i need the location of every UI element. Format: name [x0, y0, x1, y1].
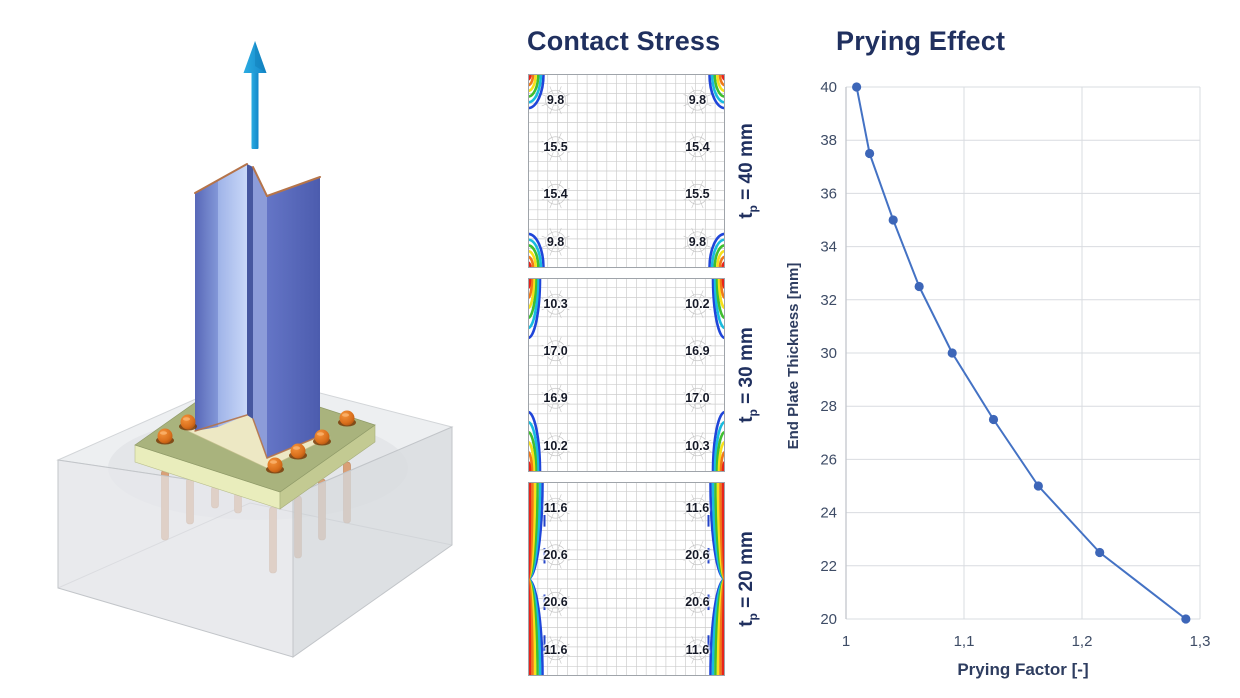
stress-value: 15.4: [543, 187, 568, 202]
bolt-head: [179, 414, 197, 431]
column-right-flange-face: [267, 177, 320, 458]
stress-value: 9.8: [546, 234, 565, 249]
plot-side-label: tp = 30 mm: [736, 327, 760, 423]
column-left-flange-edge: [195, 180, 218, 431]
data-point-marker: [1095, 547, 1105, 558]
stress-value: 9.8: [546, 93, 565, 108]
stress-value: 17.0: [543, 343, 568, 358]
data-point-marker: [852, 82, 862, 92]
fem-mesh: [528, 278, 725, 472]
stress-value: 20.6: [543, 595, 568, 610]
stress-value: 20.6: [685, 547, 710, 562]
y-tick-label: 32: [820, 292, 837, 309]
y-tick-label: 22: [820, 558, 837, 575]
up-arrow-icon: [243, 41, 267, 149]
y-tick-label: 24: [820, 505, 837, 522]
y-tick-label: 20: [820, 611, 837, 628]
contact-stress-title: Contact Stress: [527, 26, 721, 56]
anchor-bolt-heads: [156, 410, 356, 474]
contact-stress-plot: 11.6 11.6 20.6 20.6 20.6 20.6 11.6 11.6: [528, 482, 725, 676]
stress-value: 11.6: [543, 501, 568, 516]
x-tick-label: 1,2: [1072, 633, 1093, 650]
prying-effect-chart: 20 22 24 26 28 30 32 34 36 38 40 1 1,1 1,2 1,3: [820, 79, 1211, 650]
bolt-head: [156, 428, 174, 445]
y-tick-label: 28: [820, 398, 837, 415]
stress-value: 20.6: [543, 547, 568, 562]
stress-value: 10.2: [685, 297, 710, 312]
stress-value: 17.0: [685, 391, 710, 406]
steel-column: [194, 163, 321, 459]
y-tick-label: 34: [820, 239, 837, 256]
stress-value: 11.6: [685, 501, 710, 516]
stress-value: 20.6: [685, 595, 710, 610]
y-tick-label: 30: [820, 345, 837, 362]
data-point-marker: [988, 414, 999, 425]
bolt-head: [289, 443, 307, 460]
contact-stress-plot: 9.8 9.8 15.5 15.4 15.4 15.5 9.8 9.8: [528, 74, 725, 268]
y-tick-label: 26: [820, 451, 837, 468]
concrete-right-face: [292, 426, 453, 658]
stress-value: 10.2: [543, 438, 568, 453]
data-point-marker: [888, 215, 898, 225]
chart-x-axis-label: Prying Factor [-]: [957, 660, 1089, 679]
fem-mesh: [528, 74, 725, 268]
stress-value: 15.4: [685, 139, 710, 154]
stress-value: 11.6: [685, 642, 710, 657]
stress-value: 16.9: [685, 343, 710, 358]
x-tick-label: 1: [842, 633, 850, 650]
y-tick-label: 40: [820, 79, 837, 96]
y-tick-label: 36: [820, 185, 837, 202]
y-tick-label: 38: [820, 132, 837, 149]
stress-value: 10.3: [685, 438, 710, 453]
prying-effect-title: Prying Effect: [836, 26, 1006, 56]
plot-side-label: tp = 20 mm: [736, 531, 760, 627]
stress-value: 9.8: [688, 234, 707, 249]
x-tick-label: 1,1: [954, 633, 975, 650]
column-inner-flange-face: [253, 167, 267, 458]
bolt-head: [338, 410, 356, 427]
stress-value: 11.6: [543, 642, 568, 657]
column-base-3d-illustration: [56, 41, 454, 658]
stress-value: 9.8: [688, 93, 707, 108]
stress-value: 10.3: [543, 297, 568, 312]
column-web-face: [218, 164, 247, 427]
bolt-head: [266, 457, 284, 474]
data-point-marker: [865, 148, 875, 159]
chart-y-axis-label: End Plate Thickness [mm]: [785, 262, 802, 450]
column-web-valley: [247, 164, 253, 419]
plot-side-label: tp = 40 mm: [736, 123, 760, 219]
data-point-marker: [1181, 614, 1191, 624]
data-point-marker: [947, 348, 957, 358]
contact-stress-plot: 10.3 10.2 17.0 16.9 16.9 17.0 10.2 10.3: [528, 278, 725, 472]
stress-value: 15.5: [543, 139, 568, 154]
copper-weld-edges: [194, 163, 321, 197]
stress-value: 16.9: [543, 391, 568, 406]
x-tick-label: 1,3: [1190, 633, 1211, 650]
data-point-marker: [1033, 481, 1043, 491]
fem-mesh: [528, 482, 725, 676]
stress-value: 15.5: [685, 187, 710, 202]
data-point-marker: [914, 281, 924, 292]
bolt-head: [313, 429, 331, 446]
